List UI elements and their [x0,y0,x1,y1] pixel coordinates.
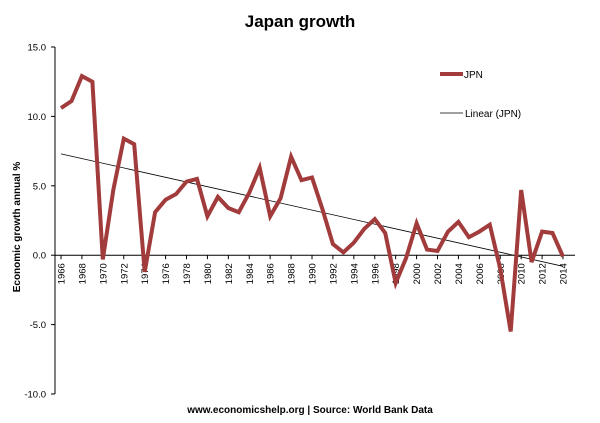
x-tick-label: 2004 [454,263,465,284]
x-tick-label: 1996 [370,263,381,284]
source-note: www.economicshelp.org | Source: World Ba… [186,405,433,416]
x-tick-label: 1970 [98,263,109,284]
y-tick-label: -5.0 [30,320,46,331]
x-tick-label: 1982 [224,263,235,284]
y-tick-label: 0.0 [33,251,46,262]
y-tick-label: 5.0 [33,181,46,192]
x-tick-label: 1998 [391,263,402,284]
x-tick-label: 1986 [266,263,277,284]
chart-title: Japan growth [245,12,356,31]
trendline [60,153,564,267]
x-tick-label: 2000 [412,263,423,284]
x-tick-label: 2002 [433,263,444,284]
x-tick-label: 2014 [559,263,570,284]
x-tick-label: 1974 [140,263,151,284]
x-tick-label: 2006 [475,263,486,284]
x-tick-label: 1976 [161,263,172,284]
x-tick-label: 1968 [77,263,88,284]
x-tick-label: 1994 [349,263,360,284]
x-tick-label: 1972 [119,263,130,284]
y-tick-label: -10.0 [24,390,46,401]
x-tick-label: 1988 [287,263,298,284]
legend-label-trend: Linear (JPN) [465,109,521,120]
x-tick-label: 1980 [203,263,214,284]
series-line-jpn [59,73,565,332]
x-tick-label: 1984 [245,263,256,284]
legend-label-jpn: JPN [464,70,483,81]
x-tick-label: 2010 [517,263,528,284]
x-tick-label: 2012 [538,263,549,284]
x-tick-label: 1992 [328,263,339,284]
x-ticks: 1966 1968 1970 1972 1974 1976 1978 1980 1982 1984… [57,255,570,284]
legend: JPN Linear (JPN) [440,70,521,120]
y-axis-label: Economic growth annual % [12,162,23,293]
x-tick-label: 1966 [57,263,68,284]
y-tick-label: 15.0 [28,43,47,54]
x-tick-label: 1990 [308,263,319,284]
y-ticks: 15.0 10.0 5.0 0.0 -5.0 -10.0 [24,43,55,401]
y-tick-label: 10.0 [28,112,47,123]
x-tick-label: 1978 [182,263,193,284]
